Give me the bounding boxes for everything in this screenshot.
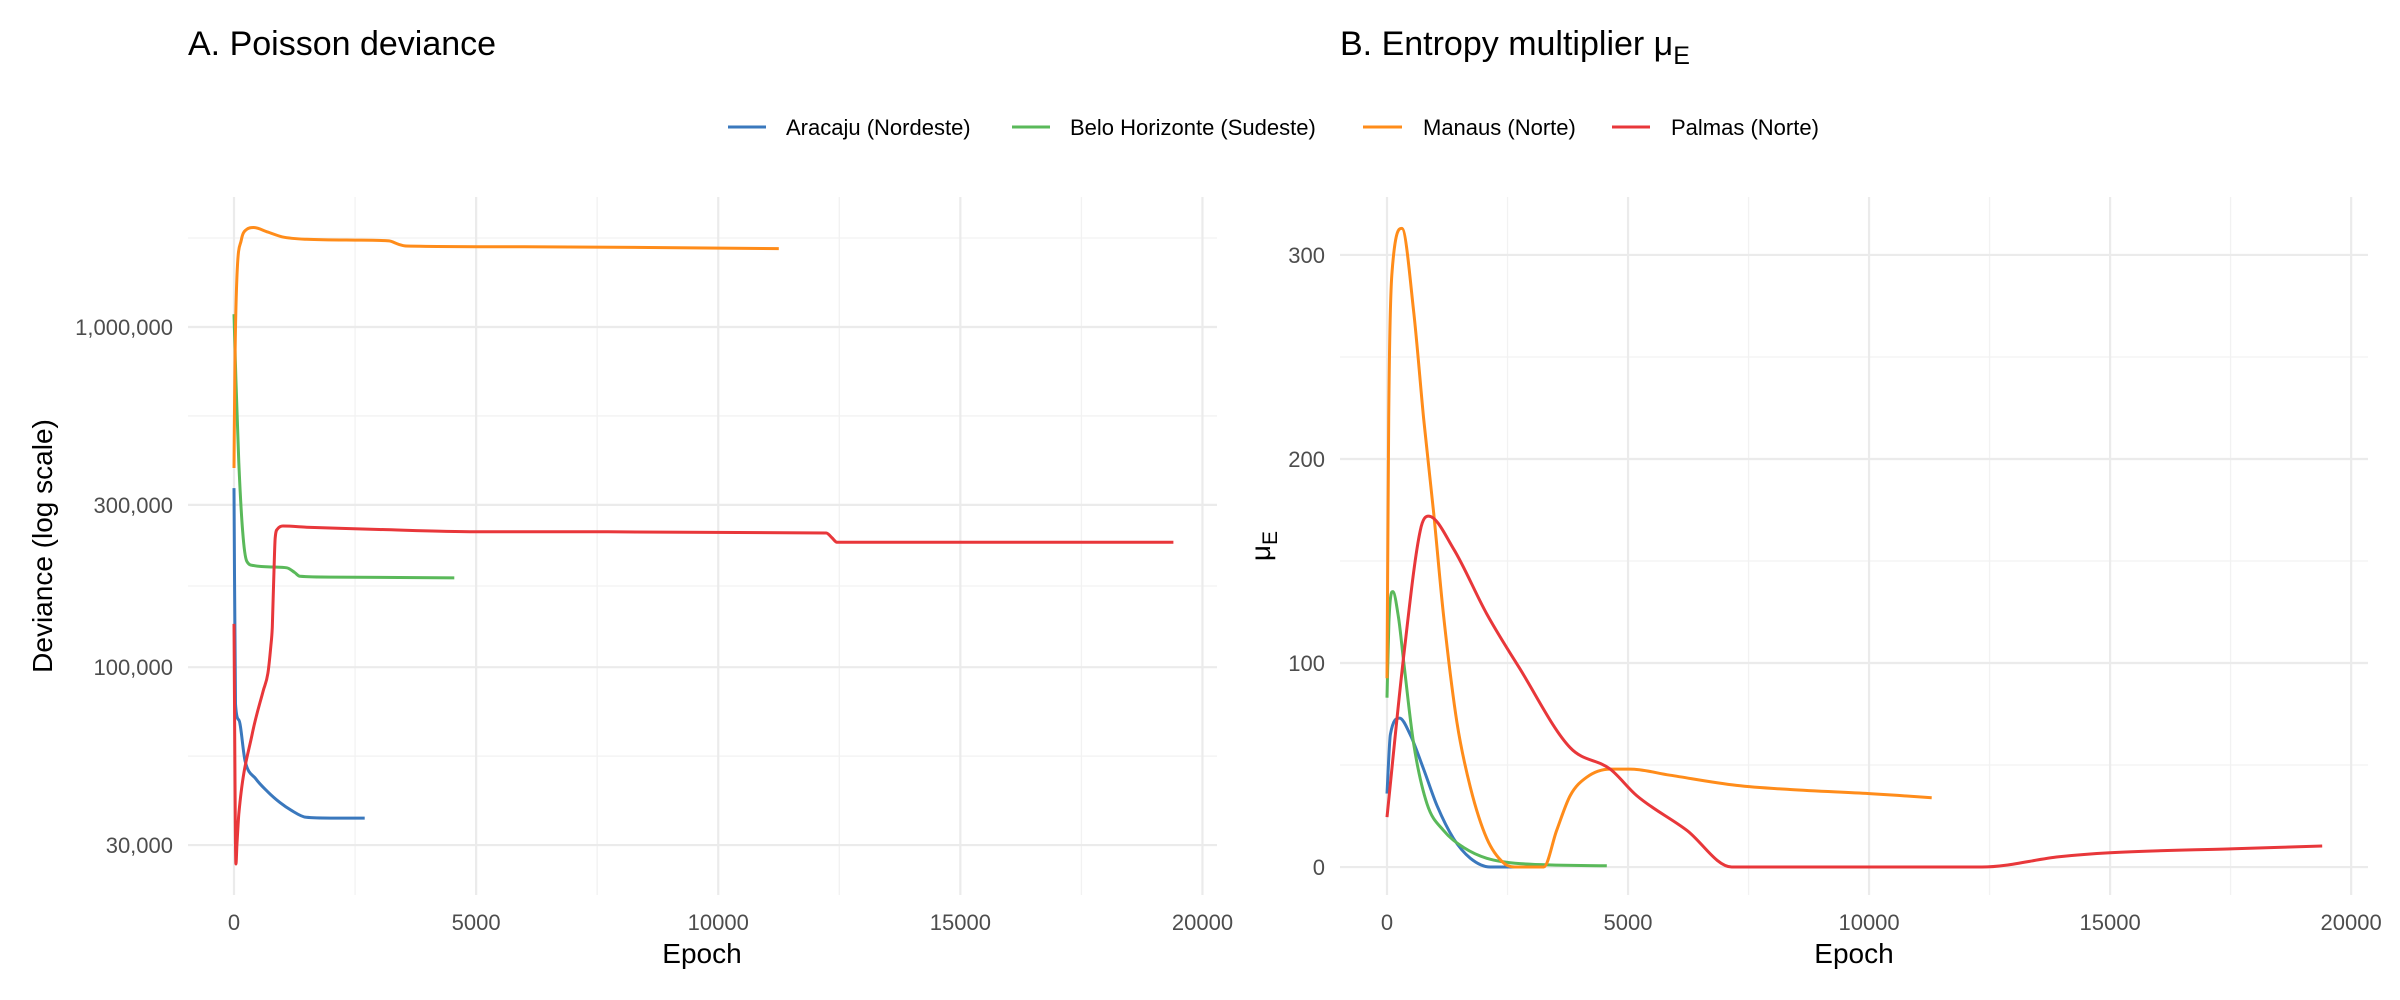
panel-b-y-tick-label: 100: [1288, 651, 1325, 676]
panel-a-x-axis-title: Epoch: [662, 938, 741, 969]
panel-b-series-palmas-line: [1385, 514, 2323, 869]
panel-a-x-tick-label: 0: [228, 910, 240, 935]
panel-a-x-tick-label: 15000: [930, 910, 991, 935]
panel-a-series-aracaju-line: [232, 488, 365, 820]
panel-b-plot: 0 100 200 300 0 5000 10000 15000 20000: [1288, 197, 2382, 935]
panel-a-x-tick-label: 10000: [688, 910, 749, 935]
panel-b-x-tick-label: 10000: [1838, 910, 1899, 935]
panel-a-plot: 30,000 100,000 300,000 1,000,000 0 5000 10000 1…: [75, 197, 1233, 935]
panel-a-x-tick-label: 5000: [452, 910, 501, 935]
panel-b-series-manaus-line: [1385, 226, 1932, 869]
panel-b-x-tick-label: 15000: [2080, 910, 2141, 935]
panel-b-x-tick-label: 5000: [1604, 910, 1653, 935]
panel-a-series-manaus-line: [232, 226, 779, 469]
panel-b-y-axis-title-subscript: E: [1259, 531, 1282, 545]
legend: Aracaju (Nordeste) Belo Horizonte (Sudes…: [728, 115, 1819, 140]
panel-b-y-axis-title: μE: [1245, 531, 1282, 561]
panel-b-title: B. Entropy multiplier μE: [1340, 25, 1690, 70]
legend-label-belo-horizonte: Belo Horizonte (Sudeste): [1070, 115, 1316, 140]
panel-b-title-main: B. Entropy multiplier μ: [1340, 25, 1673, 63]
panel-b-x-tick-label: 0: [1381, 910, 1393, 935]
panel-b-y-axis-title-main: μ: [1245, 545, 1276, 561]
legend-label-palmas: Palmas (Norte): [1671, 115, 1819, 140]
panel-b-y-tick-label: 200: [1288, 447, 1325, 472]
legend-label-manaus: Manaus (Norte): [1423, 115, 1576, 140]
panel-a-y-axis-title: Deviance (log scale): [27, 419, 58, 673]
panel-b-title-subscript: E: [1673, 42, 1690, 70]
panel-b-series-aracaju-line: [1385, 716, 1517, 869]
panel-a-series-palmas-line: [232, 524, 1174, 866]
panel-b-y-tick-label: 0: [1313, 855, 1325, 880]
panel-b-x-tick-label: 20000: [2321, 910, 2382, 935]
panel-b-y-tick-label: 300: [1288, 243, 1325, 268]
panel-a-y-tick-label: 100,000: [93, 655, 173, 680]
panel-a-y-tick-label: 1,000,000: [75, 315, 173, 340]
panel-a-y-tick-label: 30,000: [106, 833, 173, 858]
panel-b-x-axis-title: Epoch: [1814, 938, 1893, 969]
panel-a-y-tick-label: 300,000: [93, 493, 173, 518]
panel-a-title: A. Poisson deviance: [188, 25, 496, 63]
panel-a-x-tick-label: 20000: [1172, 910, 1233, 935]
panel-b-series-belo-line: [1385, 590, 1607, 868]
panel-a-series-belo-line: [232, 314, 455, 580]
legend-label-aracaju: Aracaju (Nordeste): [786, 115, 971, 140]
